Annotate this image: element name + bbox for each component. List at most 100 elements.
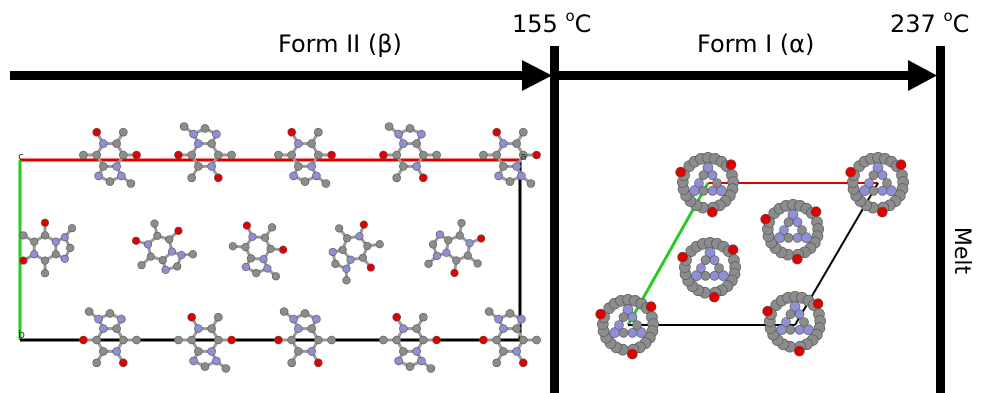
molecule xyxy=(274,307,336,368)
atom xyxy=(177,251,186,260)
atom xyxy=(307,162,316,171)
atom xyxy=(214,312,223,322)
atom xyxy=(702,162,714,173)
atom xyxy=(143,240,153,249)
atom xyxy=(51,250,60,259)
atom xyxy=(314,335,323,345)
atom xyxy=(119,335,128,345)
atom xyxy=(30,250,39,259)
atom xyxy=(307,324,316,333)
atom xyxy=(60,254,69,263)
molecule xyxy=(19,218,77,278)
atom xyxy=(153,231,162,240)
atom xyxy=(392,312,401,322)
atom xyxy=(473,259,482,268)
atom xyxy=(214,150,223,160)
atom xyxy=(392,173,401,183)
atom xyxy=(512,162,521,171)
cell-axis-a-label: a xyxy=(520,150,527,163)
atom xyxy=(499,347,508,356)
atom xyxy=(212,129,221,139)
molecular-cluster xyxy=(762,290,826,357)
atom xyxy=(187,335,196,345)
atom xyxy=(499,324,508,333)
atom xyxy=(384,122,394,131)
atom xyxy=(294,347,303,356)
atom xyxy=(194,324,203,333)
atom xyxy=(405,362,415,371)
atom xyxy=(882,178,892,188)
atom xyxy=(119,127,128,137)
atom xyxy=(363,242,372,251)
atom xyxy=(700,255,711,266)
atom xyxy=(227,150,236,160)
atom xyxy=(294,324,303,333)
temp-value: 155 xyxy=(512,10,558,38)
arrow-form-i xyxy=(558,60,937,91)
atom xyxy=(207,162,216,171)
atom xyxy=(694,178,704,188)
atom xyxy=(117,171,126,181)
atom xyxy=(379,335,388,345)
atom xyxy=(779,225,789,235)
atom xyxy=(399,162,408,171)
atom xyxy=(246,254,256,263)
atom xyxy=(872,162,884,173)
temp-degree: o xyxy=(943,7,953,25)
atom xyxy=(494,171,503,181)
atom xyxy=(161,265,170,274)
atom xyxy=(810,206,822,218)
atom xyxy=(342,276,351,285)
atom xyxy=(331,259,340,268)
atom xyxy=(263,264,272,273)
atom xyxy=(271,272,280,281)
atom xyxy=(355,232,364,241)
atom xyxy=(868,170,879,181)
molecule xyxy=(379,312,441,373)
atom xyxy=(314,150,323,160)
atom xyxy=(119,150,128,160)
atom xyxy=(327,150,336,160)
atom xyxy=(335,224,344,233)
atom xyxy=(499,162,508,171)
atom xyxy=(812,298,824,310)
atom xyxy=(452,256,461,265)
atom xyxy=(794,345,805,357)
atom xyxy=(252,269,261,278)
atom xyxy=(632,320,642,330)
atom xyxy=(512,139,521,148)
atom xyxy=(312,314,321,324)
atom xyxy=(92,127,101,137)
atom xyxy=(785,309,796,320)
atom xyxy=(517,171,526,181)
atom xyxy=(214,173,223,183)
atom xyxy=(792,253,803,265)
atom xyxy=(248,232,257,241)
atom xyxy=(327,335,336,345)
atom xyxy=(119,358,128,368)
atom xyxy=(797,225,807,235)
atom xyxy=(214,335,223,345)
atom xyxy=(512,347,521,356)
temp-value: 237 xyxy=(890,10,936,38)
atom xyxy=(92,150,101,160)
atom xyxy=(432,335,441,345)
temp-unit: C xyxy=(574,10,592,38)
atom xyxy=(375,240,384,249)
atom xyxy=(785,324,796,335)
atom xyxy=(781,317,791,327)
atom xyxy=(132,150,141,160)
atom xyxy=(207,324,216,333)
atom xyxy=(112,139,121,148)
melt-label: Melt xyxy=(949,226,975,275)
atom xyxy=(92,358,101,368)
atom xyxy=(479,150,488,160)
atom xyxy=(432,150,441,160)
atom xyxy=(519,150,528,160)
atom xyxy=(492,150,501,160)
atom xyxy=(499,139,508,148)
atom xyxy=(419,312,428,322)
atom xyxy=(321,179,331,188)
atom xyxy=(342,234,352,243)
atom xyxy=(289,314,298,324)
